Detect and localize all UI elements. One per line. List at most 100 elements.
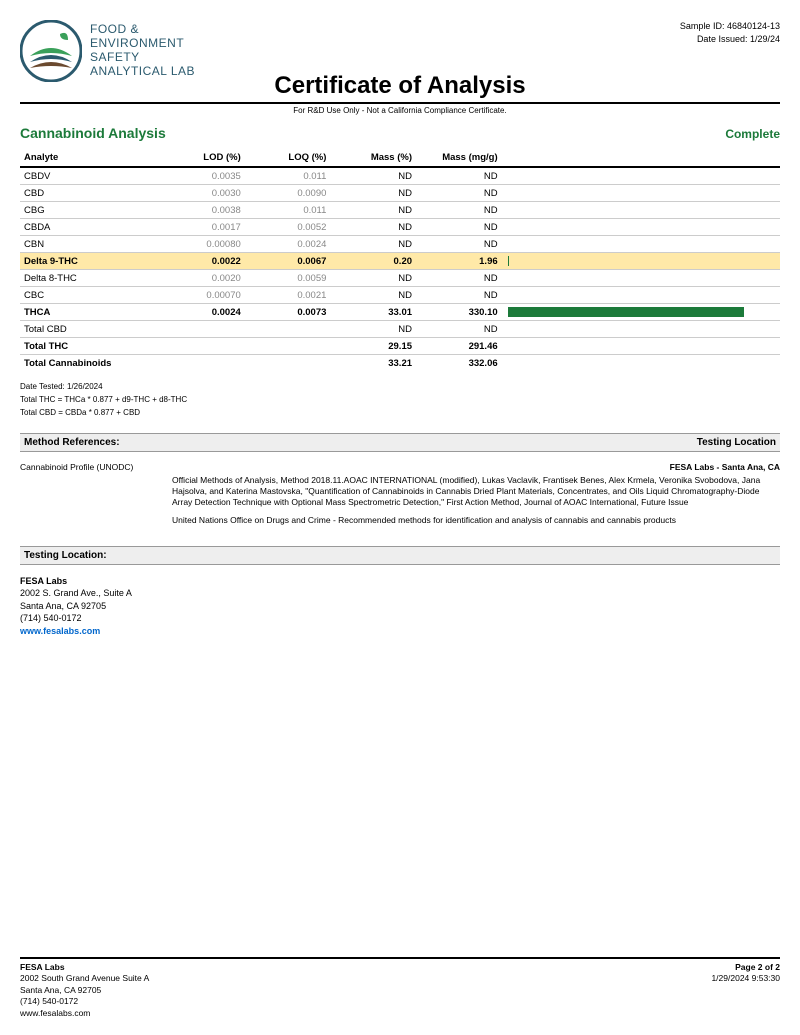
col-bar: [502, 149, 780, 167]
cell-analyte: Total THC: [20, 338, 159, 355]
table-row: CBDV0.00350.011NDND: [20, 167, 780, 185]
header-meta: Sample ID: 46840124-13 Date Issued: 1/29…: [680, 20, 780, 45]
testing-location-block: FESA Labs 2002 S. Grand Ave., Suite A Sa…: [20, 575, 780, 638]
cell-bar: [502, 270, 780, 287]
table-row: CBC0.000700.0021NDND: [20, 287, 780, 304]
cell-lod: 0.0022: [159, 253, 245, 270]
cell-massmg: ND: [416, 270, 502, 287]
cell-loq: 0.011: [245, 202, 331, 219]
table-row: Total THC 29.15291.46: [20, 338, 780, 355]
cell-bar: [502, 355, 780, 372]
table-row: THCA0.00240.007333.01330.10: [20, 304, 780, 321]
subtitle: For R&D Use Only - Not a California Comp…: [20, 106, 780, 115]
cell-lod: [159, 321, 245, 338]
footer-left: FESA Labs 2002 South Grand Avenue Suite …: [20, 962, 149, 1019]
cell-masspct: 33.01: [330, 304, 416, 321]
cell-bar: [502, 219, 780, 236]
lab-addr1: 2002 S. Grand Ave., Suite A: [20, 587, 780, 600]
cell-analyte: Delta 8-THC: [20, 270, 159, 287]
cell-lod: 0.0038: [159, 202, 245, 219]
cell-bar: [502, 202, 780, 219]
logo-line: ANALYTICAL LAB: [90, 65, 195, 79]
cell-massmg: ND: [416, 167, 502, 185]
cell-massmg: ND: [416, 287, 502, 304]
cell-massmg: ND: [416, 321, 502, 338]
cell-bar: [502, 167, 780, 185]
cell-massmg: ND: [416, 185, 502, 202]
cell-bar: [502, 304, 780, 321]
formula-thc: Total THC = THCa * 0.877 + d9-THC + d8-T…: [20, 394, 780, 407]
cell-lod: 0.00070: [159, 287, 245, 304]
method-citation-2: United Nations Office on Drugs and Crime…: [172, 515, 780, 526]
cell-loq: 0.0090: [245, 185, 331, 202]
cell-massmg: ND: [416, 219, 502, 236]
col-loq: LOQ (%): [245, 149, 331, 167]
col-lod: LOD (%): [159, 149, 245, 167]
cell-analyte: Delta 9-THC: [20, 253, 159, 270]
logo-text: FOOD & ENVIRONMENT SAFETY ANALYTICAL LAB: [90, 23, 195, 78]
cell-masspct: ND: [330, 287, 416, 304]
section-title: Cannabinoid Analysis: [20, 125, 166, 141]
date-issued: Date Issued: 1/29/24: [680, 33, 780, 46]
cell-bar: [502, 236, 780, 253]
logo-line: SAFETY: [90, 51, 195, 65]
cell-massmg: 291.46: [416, 338, 502, 355]
table-row: CBDA0.00170.0052NDND: [20, 219, 780, 236]
footer-url: www.fesalabs.com: [20, 1008, 149, 1019]
cell-massmg: ND: [416, 236, 502, 253]
cell-analyte: Total Cannabinoids: [20, 355, 159, 372]
lab-phone: (714) 540-0172: [20, 612, 780, 625]
notes: Date Tested: 1/26/2024 Total THC = THCa …: [20, 381, 780, 419]
method-name: Cannabinoid Profile (UNODC): [20, 462, 160, 531]
logo-line: ENVIRONMENT: [90, 37, 195, 51]
table-row: CBG0.00380.011NDND: [20, 202, 780, 219]
lab-name: FESA Labs: [20, 575, 780, 588]
cell-bar: [502, 253, 780, 270]
logo-block: FOOD & ENVIRONMENT SAFETY ANALYTICAL LAB: [20, 20, 195, 82]
cell-masspct: 0.20: [330, 253, 416, 270]
cell-masspct: ND: [330, 236, 416, 253]
cell-masspct: 29.15: [330, 338, 416, 355]
cell-loq: [245, 355, 331, 372]
cell-lod: 0.0017: [159, 219, 245, 236]
cell-loq: 0.0024: [245, 236, 331, 253]
lab-url-link[interactable]: www.fesalabs.com: [20, 626, 100, 636]
cell-lod: 0.0020: [159, 270, 245, 287]
cell-lod: 0.00080: [159, 236, 245, 253]
cell-loq: 0.0052: [245, 219, 331, 236]
cell-lod: 0.0035: [159, 167, 245, 185]
lab-addr2: Santa Ana, CA 92705: [20, 600, 780, 613]
cell-masspct: ND: [330, 219, 416, 236]
col-analyte: Analyte: [20, 149, 159, 167]
cell-masspct: ND: [330, 167, 416, 185]
section-header: Cannabinoid Analysis Complete: [20, 125, 780, 141]
testing-location-heading: Testing Location:: [24, 550, 107, 561]
table-row: Total CBDNDND: [20, 321, 780, 338]
cell-masspct: ND: [330, 270, 416, 287]
testing-location-bar: Testing Location:: [20, 546, 780, 565]
cell-massmg: 332.06: [416, 355, 502, 372]
cell-analyte: CBDV: [20, 167, 159, 185]
method-references-label: Method References:: [24, 437, 120, 448]
cell-analyte: CBG: [20, 202, 159, 219]
col-massmg: Mass (mg/g): [416, 149, 502, 167]
cell-massmg: ND: [416, 202, 502, 219]
footer-lab: FESA Labs: [20, 962, 149, 973]
cell-analyte: CBC: [20, 287, 159, 304]
method-location: FESA Labs - Santa Ana, CA: [172, 462, 780, 472]
cell-massmg: 330.10: [416, 304, 502, 321]
cell-analyte: CBDA: [20, 219, 159, 236]
cell-loq: 0.0067: [245, 253, 331, 270]
cell-analyte: CBD: [20, 185, 159, 202]
analysis-table: Analyte LOD (%) LOQ (%) Mass (%) Mass (m…: [20, 149, 780, 371]
footer-addr1: 2002 South Grand Avenue Suite A: [20, 973, 149, 984]
logo-line: FOOD &: [90, 23, 195, 37]
cell-lod: 0.0030: [159, 185, 245, 202]
table-row: CBN0.000800.0024NDND: [20, 236, 780, 253]
cell-bar: [502, 338, 780, 355]
cell-analyte: THCA: [20, 304, 159, 321]
formula-cbd: Total CBD = CBDa * 0.877 + CBD: [20, 407, 780, 420]
cell-masspct: ND: [330, 321, 416, 338]
page-footer: FESA Labs 2002 South Grand Avenue Suite …: [20, 957, 780, 1019]
method-references-bar: Method References: Testing Location: [20, 433, 780, 452]
